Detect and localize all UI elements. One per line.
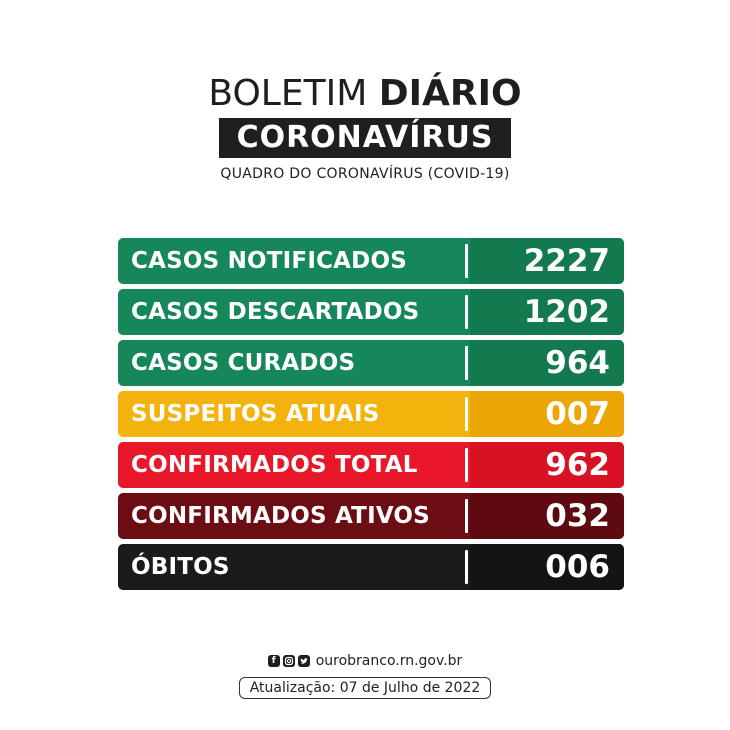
header: BOLETIM DIÁRIO CORONAVÍRUS QUADRO DO COR… xyxy=(0,72,730,182)
row-divider xyxy=(465,550,468,584)
stat-value-box: 007 xyxy=(470,391,624,437)
stat-row-confirmed-total: CONFIRMADOS TOTAL 962 xyxy=(118,442,624,488)
facebook-icon[interactable]: f xyxy=(267,655,280,667)
social-links: f ourobranco.rn.gov.br xyxy=(267,653,463,669)
subtitle: QUADRO DO CORONAVÍRUS (COVID-19) xyxy=(220,166,510,182)
stat-value-box: 032 xyxy=(470,493,624,539)
stat-value-box: 006 xyxy=(470,544,624,590)
stat-value: 007 xyxy=(545,396,610,432)
stat-label: SUSPEITOS ATUAIS xyxy=(131,401,380,427)
website-link[interactable]: ourobranco.rn.gov.br xyxy=(315,653,463,669)
bulletin-title: BOLETIM DIÁRIO xyxy=(0,72,730,116)
row-divider xyxy=(465,397,468,431)
row-divider xyxy=(465,346,468,380)
stat-label: ÓBITOS xyxy=(131,554,230,580)
stat-value-box: 1202 xyxy=(470,289,624,335)
row-divider xyxy=(465,244,468,278)
stat-value: 964 xyxy=(545,345,610,381)
stat-row-confirmed-active: CONFIRMADOS ATIVOS 032 xyxy=(118,493,624,539)
stat-row-discarded: CASOS DESCARTADOS 1202 xyxy=(118,289,624,335)
coronavirus-banner: CORONAVÍRUS xyxy=(218,118,512,158)
stat-row-suspected: SUSPEITOS ATUAIS 007 xyxy=(118,391,624,437)
stat-value: 962 xyxy=(545,447,610,483)
twitter-icon[interactable] xyxy=(297,655,310,667)
row-divider xyxy=(465,499,468,533)
stat-row-cured: CASOS CURADOS 964 xyxy=(118,340,624,386)
stat-label: CASOS DESCARTADOS xyxy=(131,299,420,325)
stat-label: CONFIRMADOS TOTAL xyxy=(131,452,418,478)
stat-label: CASOS NOTIFICADOS xyxy=(131,248,407,274)
row-divider xyxy=(465,448,468,482)
stat-value: 2227 xyxy=(523,243,610,279)
stat-label: CASOS CURADOS xyxy=(131,350,356,376)
stat-label: CONFIRMADOS ATIVOS xyxy=(131,503,430,529)
stat-value: 032 xyxy=(545,498,610,534)
stat-value-box: 2227 xyxy=(470,238,624,284)
stat-value-box: 962 xyxy=(470,442,624,488)
update-date-badge: Atualização: 07 de Julho de 2022 xyxy=(238,677,492,699)
footer: f ourobranco.rn.gov.br Atualização: 07 d… xyxy=(0,648,730,699)
stats-table: CASOS NOTIFICADOS 2227 CASOS DESCARTADOS… xyxy=(118,238,624,595)
instagram-icon[interactable] xyxy=(282,655,295,667)
row-divider xyxy=(465,295,468,329)
stat-value-box: 964 xyxy=(470,340,624,386)
stat-row-deaths: ÓBITOS 006 xyxy=(118,544,624,590)
stat-row-notified: CASOS NOTIFICADOS 2227 xyxy=(118,238,624,284)
stat-value: 006 xyxy=(545,549,610,585)
title-bold: DIÁRIO xyxy=(378,73,522,114)
title-light: BOLETIM xyxy=(208,73,368,114)
stat-value: 1202 xyxy=(523,294,610,330)
